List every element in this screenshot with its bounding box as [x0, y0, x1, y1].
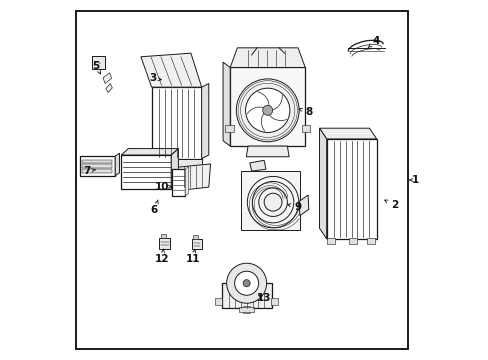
Bar — [366, 238, 374, 244]
Bar — [159, 238, 170, 249]
Text: 12: 12 — [154, 249, 168, 264]
Text: 9: 9 — [287, 202, 301, 212]
Bar — [326, 238, 335, 244]
Text: 11: 11 — [185, 249, 200, 264]
Polygon shape — [319, 128, 326, 239]
Text: 5: 5 — [92, 61, 101, 74]
Bar — [230, 67, 305, 146]
Polygon shape — [246, 146, 288, 157]
Circle shape — [236, 79, 299, 142]
Bar — [146, 156, 157, 165]
Circle shape — [234, 271, 258, 295]
Polygon shape — [151, 158, 201, 169]
Polygon shape — [249, 160, 265, 171]
Bar — [193, 235, 197, 239]
Bar — [121, 155, 171, 189]
Polygon shape — [230, 48, 305, 67]
Polygon shape — [106, 84, 112, 93]
Bar — [191, 239, 202, 249]
Polygon shape — [121, 149, 178, 155]
Bar — [221, 283, 271, 307]
Polygon shape — [171, 149, 178, 189]
Polygon shape — [326, 139, 376, 239]
Polygon shape — [299, 195, 308, 216]
Bar — [82, 165, 112, 168]
Bar — [301, 125, 309, 132]
Polygon shape — [103, 73, 111, 84]
Bar — [161, 234, 165, 238]
Polygon shape — [201, 84, 208, 158]
Circle shape — [264, 193, 282, 211]
Circle shape — [226, 263, 266, 303]
Text: 13: 13 — [256, 293, 271, 303]
Bar — [243, 306, 250, 313]
Circle shape — [262, 105, 272, 115]
Bar — [171, 169, 185, 196]
Text: 7: 7 — [83, 166, 96, 176]
Bar — [348, 238, 356, 244]
Circle shape — [243, 280, 250, 287]
Polygon shape — [175, 164, 210, 191]
Polygon shape — [185, 166, 188, 196]
Bar — [239, 307, 253, 312]
Bar — [82, 169, 112, 172]
Text: 2: 2 — [384, 200, 397, 210]
Bar — [241, 171, 299, 230]
Text: 3: 3 — [149, 73, 161, 83]
Polygon shape — [319, 128, 376, 139]
Text: 8: 8 — [299, 107, 312, 117]
Polygon shape — [151, 87, 201, 158]
Bar — [243, 289, 250, 296]
Polygon shape — [141, 53, 201, 87]
Bar — [270, 297, 278, 305]
Text: 4: 4 — [367, 36, 380, 48]
Bar — [82, 159, 112, 163]
Polygon shape — [115, 153, 119, 176]
Bar — [225, 125, 233, 132]
Polygon shape — [223, 62, 230, 146]
Circle shape — [245, 88, 289, 132]
Bar — [91, 56, 105, 69]
Bar — [80, 156, 115, 176]
Text: 1: 1 — [408, 175, 418, 185]
Text: 10: 10 — [154, 182, 171, 192]
Text: 6: 6 — [150, 200, 158, 215]
Bar — [215, 297, 222, 305]
